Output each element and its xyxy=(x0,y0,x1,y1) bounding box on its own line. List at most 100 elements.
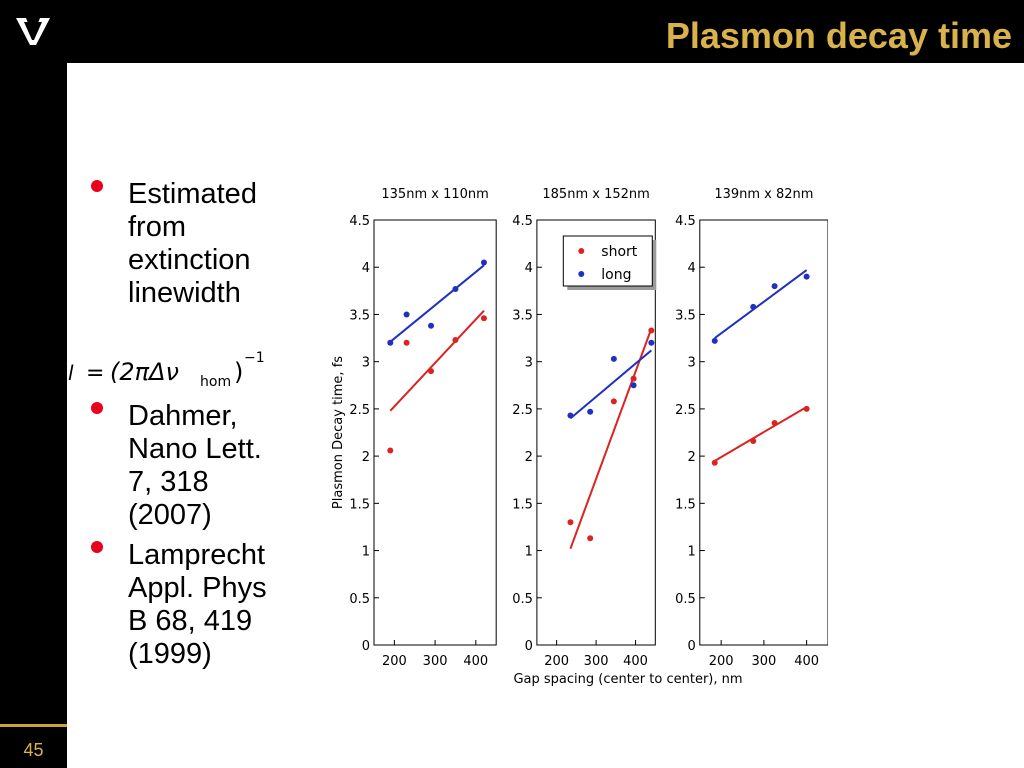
y-tick-label: 0 xyxy=(688,639,696,654)
formula-close: ) xyxy=(234,358,243,386)
bullet-line: Appl. Phys xyxy=(128,572,267,604)
bullet-line: B 68, 419 xyxy=(128,605,253,637)
y-tick-label: 2.5 xyxy=(675,403,696,418)
bullet-dot xyxy=(91,402,103,414)
x-tick-label: 300 xyxy=(751,654,776,669)
bullet-line: (1999) xyxy=(128,638,212,670)
plot-frame xyxy=(536,219,656,646)
data-point xyxy=(428,368,435,375)
y-tick-label: 4 xyxy=(362,261,370,276)
bullet-line: Nano Lett. xyxy=(128,433,262,465)
y-tick-label: 3.5 xyxy=(675,308,696,323)
divider xyxy=(0,724,67,727)
data-point xyxy=(567,519,574,526)
fit-line xyxy=(714,406,808,462)
plot-frame xyxy=(373,219,497,646)
bullet-3: Lamprecht Appl. Phys B 68, 419 (1999) xyxy=(128,539,298,671)
y-tick-label: 0.5 xyxy=(512,592,533,607)
bullet-line: Lamprecht xyxy=(128,539,266,571)
bullet-dot xyxy=(91,541,103,553)
data-point xyxy=(610,355,617,362)
x-tick-label: 200 xyxy=(709,654,734,669)
data-point xyxy=(771,283,778,290)
y-tick-label: 3 xyxy=(525,356,533,371)
y-tick-label: 0 xyxy=(362,639,370,654)
slide-title: Plasmon decay time xyxy=(665,15,1012,56)
data-point xyxy=(567,412,574,419)
data-point xyxy=(803,405,810,412)
x-tick-label: 200 xyxy=(544,654,569,669)
y-tick-label: 2 xyxy=(525,450,533,465)
legend-marker xyxy=(578,248,585,254)
y-tick-label: 4 xyxy=(525,261,533,276)
y-axis-label: Plasmon Decay time, fs xyxy=(331,356,346,509)
formula-lhs: l xyxy=(68,361,74,385)
y-tick-label: 3.5 xyxy=(512,308,533,323)
data-point xyxy=(648,327,655,334)
data-point xyxy=(387,447,394,454)
data-point xyxy=(610,398,617,405)
fit-line xyxy=(389,264,485,343)
x-tick-label: 300 xyxy=(584,654,609,669)
y-tick-label: 4.5 xyxy=(512,214,533,229)
bullet-line: extinction xyxy=(128,244,251,276)
formula-subscript: hom xyxy=(200,374,231,390)
data-point xyxy=(648,339,655,346)
y-tick-label: 4 xyxy=(688,261,696,276)
bullet-line: 7, 318 xyxy=(128,466,209,498)
data-point xyxy=(452,336,459,343)
data-point xyxy=(428,322,435,329)
y-tick-label: 0.5 xyxy=(349,592,370,607)
y-tick-label: 1 xyxy=(362,545,370,560)
x-tick-label: 200 xyxy=(382,654,407,669)
y-tick-label: 1.5 xyxy=(512,497,533,512)
bullet-dot xyxy=(91,180,103,192)
chart-title: 185nm x 152nm xyxy=(542,187,649,202)
y-tick-label: 2.5 xyxy=(349,403,370,418)
x-tick-label: 400 xyxy=(463,654,488,669)
side-bar xyxy=(0,0,67,768)
data-point xyxy=(452,285,459,292)
vanderbilt-v-icon xyxy=(16,18,50,45)
y-tick-label: 2 xyxy=(362,450,370,465)
y-tick-label: 1 xyxy=(688,545,696,560)
x-tick-label: 300 xyxy=(423,654,448,669)
bullet-line: linewidth xyxy=(128,277,241,309)
slide-number: 45 xyxy=(23,740,44,760)
bullet-line: from xyxy=(128,211,186,243)
legend-marker xyxy=(578,271,585,277)
y-tick-label: 0 xyxy=(525,639,533,654)
data-point xyxy=(630,382,637,389)
decay-time-formula: l = (2πΔν hom ) −1 xyxy=(68,350,265,390)
data-point xyxy=(711,459,718,466)
data-point xyxy=(750,303,757,310)
fit-line xyxy=(569,328,653,550)
y-tick-label: 2 xyxy=(688,450,696,465)
y-tick-label: 3 xyxy=(362,356,370,371)
bullet-1: Estimated from extinction linewidth xyxy=(128,178,298,310)
y-tick-label: 3.5 xyxy=(349,308,370,323)
y-tick-label: 4.5 xyxy=(675,214,696,229)
header-bar xyxy=(0,0,1024,63)
fit-line xyxy=(714,269,808,339)
chart-title: 135nm x 110nm xyxy=(381,187,488,202)
bullet-line: Estimated xyxy=(128,178,257,210)
x-tick-label: 400 xyxy=(794,654,819,669)
legend-label: long xyxy=(601,267,631,283)
data-point xyxy=(480,315,487,322)
x-tick-label: 400 xyxy=(623,654,648,669)
data-point xyxy=(711,337,718,344)
data-point xyxy=(587,535,594,542)
data-point xyxy=(771,420,778,427)
x-axis-label: Gap spacing (center to center), nm xyxy=(513,672,742,687)
y-tick-label: 4.5 xyxy=(349,214,370,229)
y-tick-label: 0.5 xyxy=(675,592,696,607)
formula-exponent: −1 xyxy=(244,350,265,366)
data-point xyxy=(480,259,487,266)
chart-title: 139nm x 82nm xyxy=(714,187,813,202)
formula-body: (2πΔν xyxy=(110,358,179,386)
bullet-2: Dahmer, Nano Lett. 7, 318 (2007) xyxy=(128,400,298,532)
fit-line xyxy=(569,349,652,420)
bullet-line: Dahmer, xyxy=(128,400,238,432)
